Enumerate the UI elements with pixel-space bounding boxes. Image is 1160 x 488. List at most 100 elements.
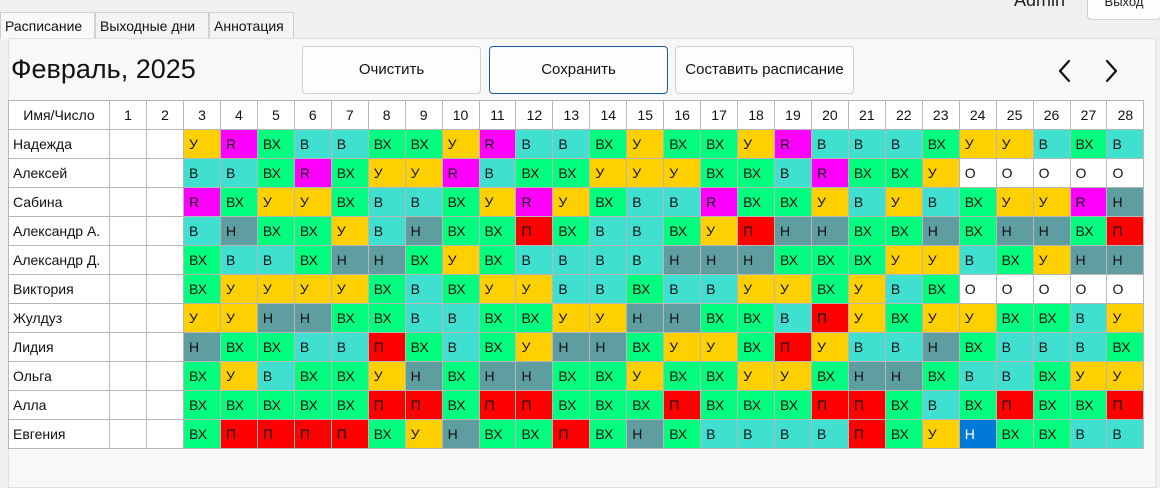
employee-name[interactable]: Виктория [8, 274, 110, 304]
schedule-cell[interactable] [109, 187, 147, 217]
schedule-cell[interactable]: ВХ [700, 129, 739, 159]
schedule-cell[interactable]: ВХ [293, 245, 332, 275]
schedule-cell[interactable]: Н [737, 245, 775, 275]
schedule-cell[interactable]: В [367, 187, 406, 217]
schedule-cell[interactable]: ВХ [1069, 129, 1108, 159]
schedule-cell[interactable]: П [367, 332, 406, 362]
schedule-cell[interactable]: ВХ [219, 332, 258, 362]
schedule-cell[interactable]: Н [847, 361, 886, 391]
schedule-cell[interactable]: У [995, 129, 1034, 159]
schedule-cell[interactable]: ВХ [737, 187, 775, 217]
schedule-cell[interactable]: У [552, 187, 591, 217]
employee-name[interactable]: Алексей [8, 158, 110, 188]
schedule-cell[interactable]: У [663, 158, 702, 188]
schedule-cell[interactable]: Н [441, 419, 480, 449]
schedule-cell[interactable]: Н [884, 361, 923, 391]
schedule-cell[interactable]: В [1069, 419, 1108, 449]
schedule-cell[interactable]: П [1106, 390, 1145, 420]
schedule-cell[interactable]: ВХ [441, 361, 480, 391]
schedule-cell[interactable] [146, 187, 184, 217]
schedule-cell[interactable]: ВХ [995, 245, 1034, 275]
schedule-cell[interactable]: Н [183, 332, 221, 362]
schedule-cell[interactable]: ВХ [589, 390, 628, 420]
schedule-cell[interactable]: У [995, 187, 1034, 217]
schedule-cell[interactable]: ВХ [1032, 419, 1071, 449]
schedule-cell[interactable] [146, 129, 184, 159]
schedule-cell[interactable]: ВХ [219, 187, 258, 217]
schedule-cell[interactable]: ВХ [256, 158, 295, 188]
schedule-cell[interactable]: ВХ [330, 361, 369, 391]
schedule-cell[interactable]: R [1069, 187, 1108, 217]
schedule-cell[interactable]: У [589, 303, 628, 333]
schedule-cell[interactable]: Н [478, 361, 517, 391]
schedule-cell[interactable]: ВХ [1032, 303, 1071, 333]
schedule-cell[interactable]: В [552, 274, 591, 304]
prev-month-button[interactable] [1054, 56, 1076, 86]
schedule-cell[interactable] [146, 303, 184, 333]
schedule-cell[interactable]: П [515, 216, 554, 246]
schedule-cell[interactable]: ВХ [1032, 361, 1071, 391]
schedule-cell[interactable]: ВХ [958, 187, 997, 217]
schedule-cell[interactable]: В [1106, 129, 1145, 159]
schedule-cell[interactable]: В [367, 216, 406, 246]
schedule-cell[interactable]: R [774, 129, 812, 159]
schedule-cell[interactable]: У [219, 361, 258, 391]
schedule-cell[interactable]: ВХ [663, 216, 702, 246]
schedule-cell[interactable]: У [921, 303, 960, 333]
schedule-cell[interactable]: ВХ [367, 129, 406, 159]
schedule-cell[interactable]: ВХ [626, 274, 665, 304]
schedule-cell[interactable]: ВХ [958, 332, 997, 362]
schedule-cell[interactable]: У [478, 274, 517, 304]
schedule-cell[interactable]: П [256, 419, 295, 449]
schedule-cell[interactable]: ВХ [884, 419, 923, 449]
employee-name[interactable]: Лидия [8, 332, 110, 362]
schedule-cell[interactable]: ВХ [441, 216, 480, 246]
schedule-cell[interactable]: ВХ [515, 303, 554, 333]
schedule-cell[interactable]: У [1032, 245, 1071, 275]
schedule-cell[interactable]: П [478, 390, 517, 420]
employee-name[interactable]: Ольга [8, 361, 110, 391]
schedule-cell[interactable]: ВХ [995, 419, 1034, 449]
schedule-cell[interactable]: ВХ [515, 158, 554, 188]
schedule-cell[interactable] [109, 390, 147, 420]
schedule-cell[interactable]: ВХ [700, 303, 739, 333]
schedule-cell[interactable]: ВХ [774, 245, 812, 275]
schedule-cell[interactable]: В [774, 419, 812, 449]
schedule-cell[interactable]: У [626, 158, 665, 188]
schedule-cell[interactable]: В [330, 332, 369, 362]
clear-button[interactable]: Очистить [302, 46, 481, 94]
schedule-cell[interactable]: У [404, 158, 443, 188]
schedule-cell[interactable]: В [293, 129, 332, 159]
schedule-cell[interactable]: ВХ [183, 274, 221, 304]
schedule-cell[interactable]: ВХ [921, 361, 960, 391]
schedule-cell[interactable]: У [256, 274, 295, 304]
schedule-cell[interactable]: ВХ [404, 245, 443, 275]
schedule-cell[interactable]: ВХ [552, 361, 591, 391]
schedule-cell[interactable]: В [700, 419, 739, 449]
schedule-cell[interactable]: О [995, 274, 1034, 304]
schedule-cell[interactable]: В [921, 187, 960, 217]
schedule-cell[interactable]: О [1069, 274, 1108, 304]
schedule-cell[interactable]: ВХ [478, 332, 517, 362]
schedule-cell[interactable]: R [219, 129, 258, 159]
schedule-cell[interactable]: У [810, 332, 849, 362]
schedule-cell[interactable]: В [219, 245, 258, 275]
schedule-cell[interactable]: П [293, 419, 332, 449]
schedule-cell[interactable]: У [847, 303, 886, 333]
schedule-cell[interactable]: В [884, 332, 923, 362]
schedule-cell[interactable]: ВХ [626, 332, 665, 362]
tab-days-off[interactable]: Выходные дни [95, 12, 209, 38]
schedule-cell[interactable]: В [626, 245, 665, 275]
schedule-cell[interactable]: В [663, 187, 702, 217]
schedule-cell[interactable]: В [515, 129, 554, 159]
schedule-cell[interactable]: ВХ [330, 303, 369, 333]
schedule-cell[interactable]: О [1106, 274, 1145, 304]
schedule-cell[interactable]: В [404, 187, 443, 217]
schedule-cell[interactable]: Н [921, 216, 960, 246]
schedule-cell[interactable]: Н [219, 216, 258, 246]
schedule-cell[interactable]: ВХ [847, 158, 886, 188]
schedule-cell[interactable]: В [626, 187, 665, 217]
schedule-cell[interactable]: Н [663, 303, 702, 333]
schedule-cell[interactable]: ВХ [219, 390, 258, 420]
schedule-cell[interactable]: У [404, 419, 443, 449]
